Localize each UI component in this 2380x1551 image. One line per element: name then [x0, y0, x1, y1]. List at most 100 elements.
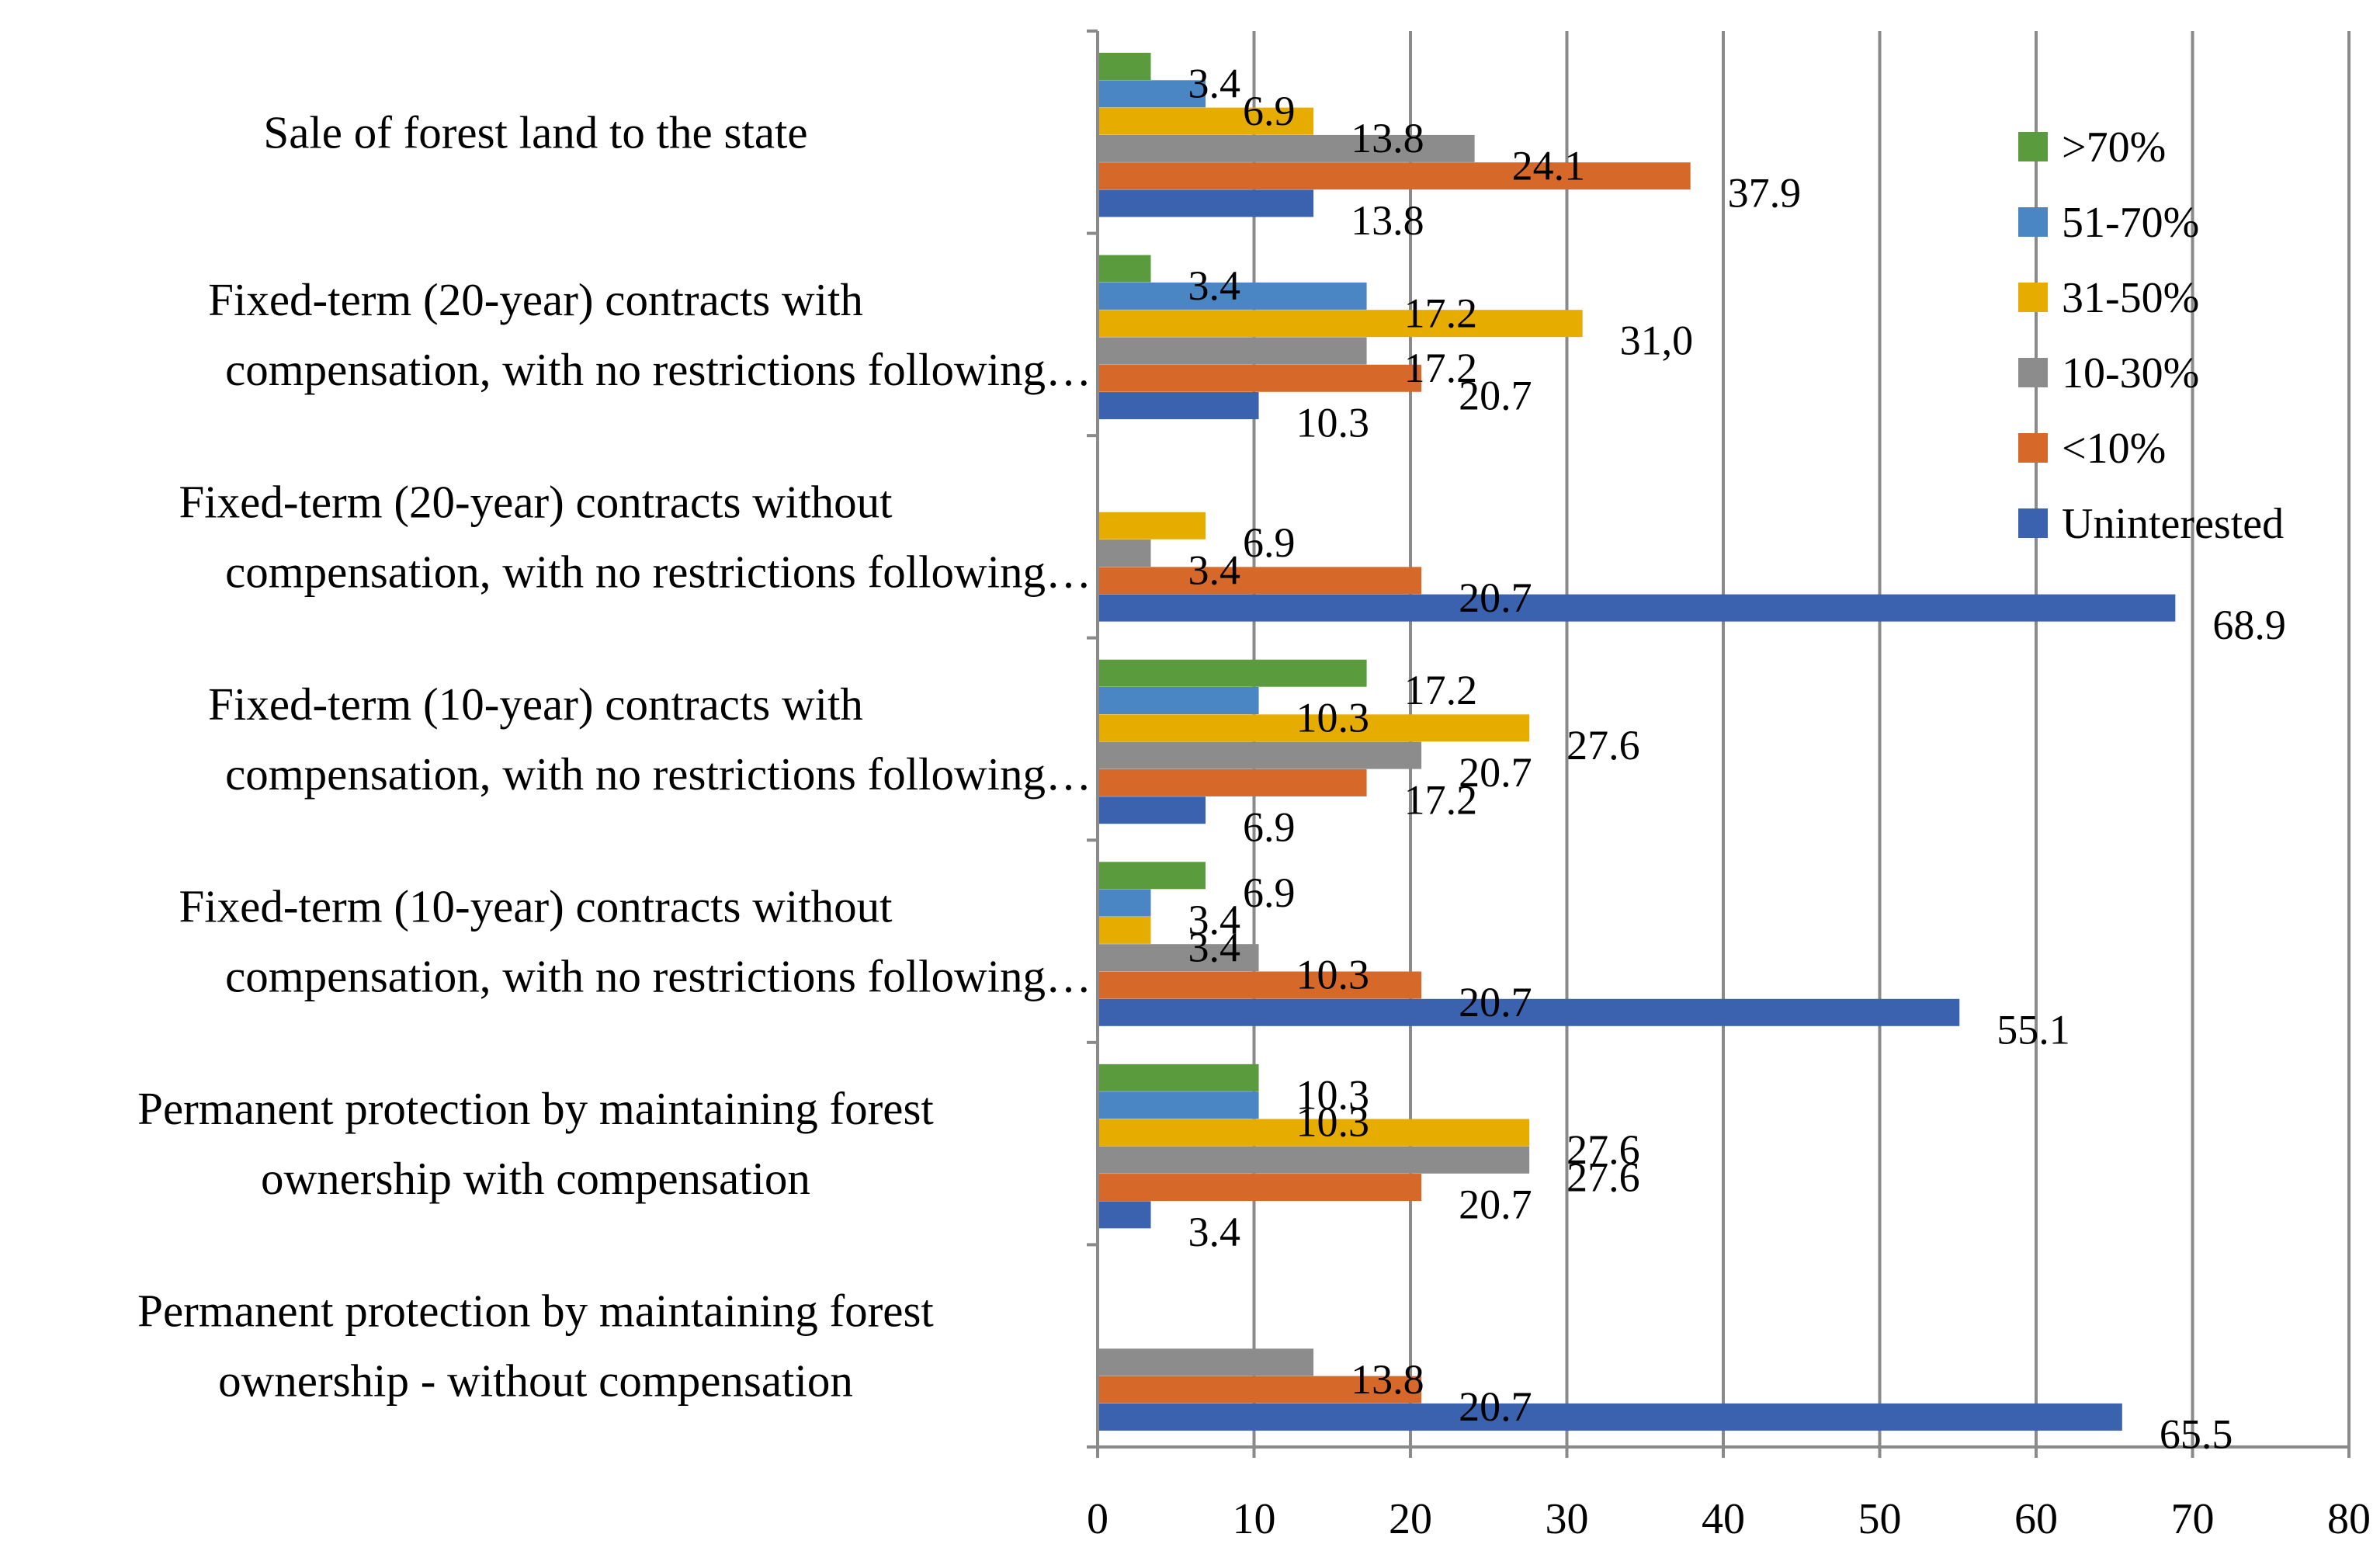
legend-swatch	[2018, 132, 2048, 161]
data-label: 3.4	[1188, 897, 1241, 943]
bar--10-	[1098, 1174, 1422, 1202]
data-label: 17.2	[1404, 345, 1478, 391]
bar-31-50-	[1098, 1119, 1530, 1147]
data-label: 17.2	[1404, 776, 1478, 823]
bar--70-	[1098, 862, 1206, 890]
data-label: 3.4	[1188, 1209, 1241, 1255]
data-label: 6.9	[1243, 519, 1296, 566]
bar-10-30-	[1098, 944, 1259, 972]
data-label: 10.3	[1296, 695, 1370, 741]
bar-51-70-	[1098, 1091, 1259, 1119]
x-tick-label: 40	[1702, 1495, 1745, 1543]
bar--70-	[1098, 255, 1151, 283]
data-label: 37.9	[1728, 170, 1802, 217]
data-label: 20.7	[1459, 1383, 1532, 1430]
bar--10-	[1098, 1376, 1422, 1404]
category-label: Fixed-term (10-year) contracts with	[208, 678, 863, 730]
bar-51-70-	[1098, 687, 1259, 715]
x-tick-label: 70	[2171, 1495, 2215, 1543]
legend-label: 31-50%	[2062, 274, 2199, 322]
bar-51-70-	[1098, 282, 1367, 310]
data-label: 20.7	[1459, 574, 1532, 621]
data-label: 17.2	[1404, 667, 1478, 713]
category-label: Permanent protection by maintaining fore…	[137, 1286, 934, 1337]
data-label: 6.9	[1243, 88, 1296, 134]
data-label: 20.7	[1459, 1181, 1532, 1228]
category-labels: Sale of forest land to the state Fixed-te…	[137, 106, 1091, 1406]
bar-uninterested	[1098, 594, 2176, 622]
data-label: 24.1	[1512, 142, 1586, 189]
legend-label: 51-70%	[2062, 199, 2199, 247]
data-label: 10.3	[1296, 1099, 1370, 1146]
legend-label: Uninterested	[2062, 500, 2284, 548]
data-label: 3.4	[1188, 547, 1241, 594]
x-tick-label: 10	[1233, 1495, 1276, 1543]
data-label: 13.8	[1351, 1356, 1424, 1403]
data-label: 3.4	[1188, 61, 1241, 107]
bar--10-	[1098, 769, 1367, 796]
bar-uninterested	[1098, 796, 1206, 824]
legend-label: 10-30%	[2062, 349, 2199, 397]
data-label: 10.3	[1296, 952, 1370, 998]
data-label: 65.5	[2160, 1410, 2233, 1457]
data-label: 31,0	[1620, 317, 1694, 364]
bar-10-30-	[1098, 337, 1367, 365]
legend-swatch	[2018, 283, 2048, 312]
data-labels: 3.46.913.824.137.913.83.417.231,017.220.…	[1188, 61, 2286, 1458]
bar--10-	[1098, 364, 1422, 392]
legend-swatch	[2018, 508, 2048, 538]
data-label: 6.9	[1243, 869, 1296, 916]
bars	[1098, 53, 2176, 1431]
data-label: 20.7	[1459, 979, 1532, 1025]
bar-10-30-	[1098, 741, 1422, 769]
data-label: 20.7	[1459, 749, 1532, 796]
bar-31-50-	[1098, 310, 1583, 338]
data-label: 17.2	[1404, 290, 1478, 336]
data-label: 10.3	[1296, 400, 1370, 446]
bar--10-	[1098, 971, 1422, 999]
bar-10-30-	[1098, 1146, 1530, 1174]
bar-31-50-	[1098, 714, 1530, 742]
x-tick-label: 20	[1389, 1495, 1432, 1543]
category-label: ownership - without compensation	[218, 1355, 853, 1407]
bar-51-70-	[1098, 80, 1206, 108]
data-label: 20.7	[1459, 372, 1532, 418]
x-tick-label: 50	[1858, 1495, 1902, 1543]
data-label: 27.6	[1566, 1154, 1640, 1200]
data-label: 13.8	[1351, 197, 1424, 244]
data-label: 55.1	[1997, 1006, 2070, 1053]
data-label: 10.3	[1296, 1071, 1370, 1118]
data-label: 27.6	[1566, 722, 1640, 769]
legend-label: <10%	[2062, 425, 2166, 473]
x-tick-label: 30	[1546, 1495, 1589, 1543]
data-label: 13.8	[1351, 115, 1424, 161]
bar--70-	[1098, 53, 1151, 80]
category-label: Sale of forest land to the state	[263, 106, 807, 158]
bar-uninterested	[1098, 392, 1259, 420]
category-label: Fixed-term (10-year) contracts without	[179, 881, 893, 932]
bar-31-50-	[1098, 107, 1314, 135]
data-label: 3.4	[1188, 924, 1241, 970]
category-label: Permanent protection by maintaining fore…	[137, 1083, 934, 1134]
bar--10-	[1098, 162, 1691, 190]
data-label: 68.9	[2212, 602, 2286, 648]
x-tick-label: 0	[1087, 1495, 1108, 1543]
bar--70-	[1098, 659, 1367, 687]
category-label: Fixed-term (20-year) contracts without	[179, 476, 893, 527]
bar--10-	[1098, 567, 1422, 595]
data-label: 3.4	[1188, 262, 1241, 309]
bar-uninterested	[1098, 189, 1314, 217]
bar-uninterested	[1098, 1403, 2122, 1431]
bar-uninterested	[1098, 1201, 1151, 1229]
bar-31-50-	[1098, 916, 1151, 944]
axes: 0 10 20 30 40 50 60 70 80	[1087, 29, 2371, 1543]
x-tick-label: 60	[2014, 1495, 2058, 1543]
bar-10-30-	[1098, 540, 1151, 567]
category-label: compensation, with no restrictions follo…	[225, 546, 1091, 597]
category-label: ownership with compensation	[261, 1153, 810, 1204]
category-label: Fixed-term (20-year) contracts with	[208, 274, 863, 325]
legend-label: >70%	[2062, 123, 2166, 172]
bar-uninterested	[1098, 998, 1960, 1026]
gridlines	[1252, 31, 2351, 1447]
